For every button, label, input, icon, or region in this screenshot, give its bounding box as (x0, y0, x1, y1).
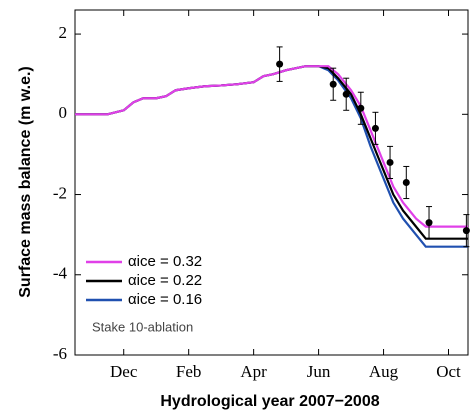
observation (276, 60, 284, 68)
plot-frame (74, 9, 469, 356)
y-axis-label: Surface mass balance (m w.e.) (17, 66, 34, 298)
x-tick-label: Dec (110, 362, 138, 381)
observation (357, 104, 365, 112)
annotation: Stake 10-ablation (92, 319, 193, 334)
legend-label: αice = 0.32 (128, 253, 202, 270)
observation (402, 179, 410, 186)
x-tick-label: Aug (369, 362, 399, 381)
x-tick-label: Oct (436, 362, 461, 381)
y-tick-label: -4 (53, 264, 68, 283)
observation (386, 158, 394, 166)
observation (342, 90, 350, 98)
observation (329, 80, 337, 88)
legend-label: αice = 0.16 (128, 291, 202, 308)
line (75, 65, 468, 228)
x-tick-label: Apr (240, 362, 267, 381)
y-tick-label: -6 (53, 344, 67, 363)
x-tick-label: Jun (307, 362, 331, 381)
observation (371, 124, 379, 132)
y-tick-label: 2 (59, 23, 68, 42)
legend-label: αice = 0.22 (128, 272, 202, 289)
observation (425, 219, 433, 227)
y-tick-label: -2 (53, 183, 67, 202)
observation (462, 227, 470, 235)
x-axis-label: Hydrological year 2007−2008 (160, 393, 379, 410)
y-tick-label: 0 (59, 103, 68, 122)
line (75, 65, 468, 240)
x-tick-label: Feb (176, 362, 202, 381)
